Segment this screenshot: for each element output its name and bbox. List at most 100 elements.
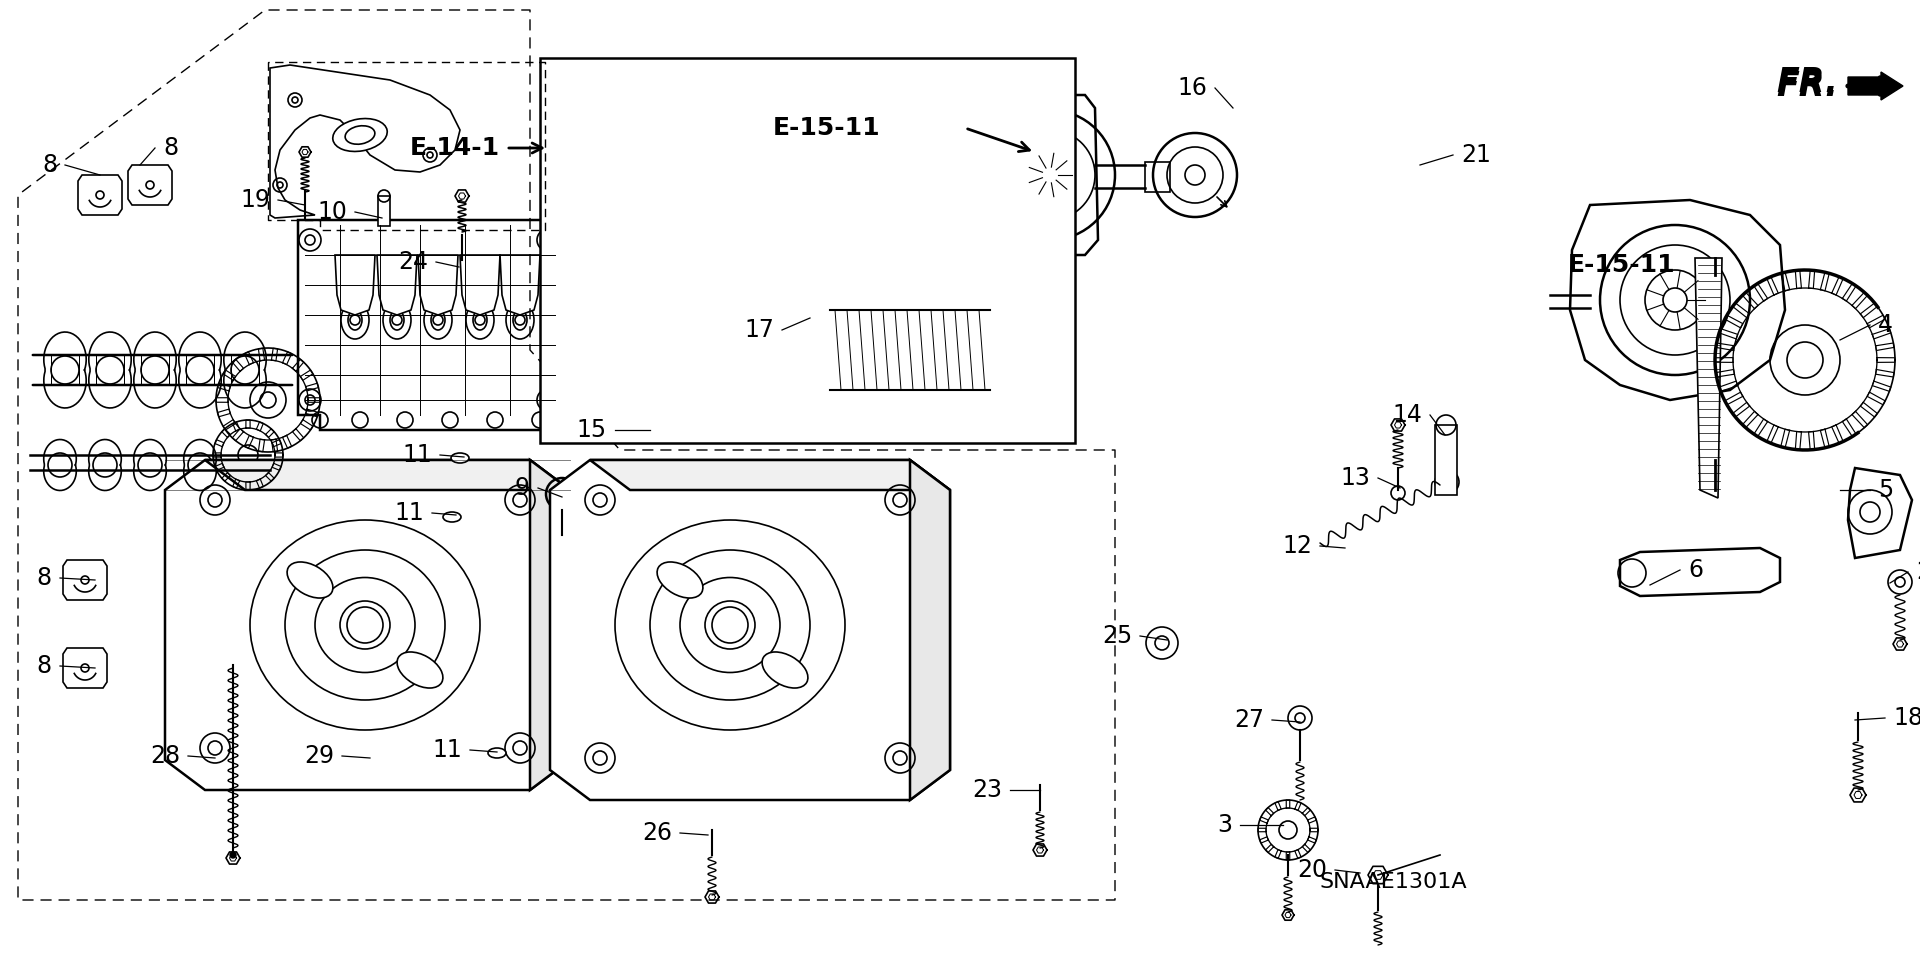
Ellipse shape <box>472 310 488 330</box>
Text: 11: 11 <box>403 443 432 467</box>
Ellipse shape <box>342 301 369 339</box>
Text: 22: 22 <box>1916 560 1920 584</box>
Text: SNAAE1301A: SNAAE1301A <box>1319 872 1467 892</box>
Ellipse shape <box>382 301 411 339</box>
Ellipse shape <box>507 301 534 339</box>
Ellipse shape <box>397 652 444 688</box>
Polygon shape <box>549 460 950 800</box>
Ellipse shape <box>513 310 526 330</box>
Polygon shape <box>63 648 108 688</box>
Text: 8: 8 <box>42 153 58 177</box>
Bar <box>578 278 712 418</box>
Text: FR.: FR. <box>1776 66 1837 100</box>
Text: E-15-11: E-15-11 <box>1569 253 1676 277</box>
Polygon shape <box>165 460 570 790</box>
Text: 13: 13 <box>1340 466 1371 490</box>
Bar <box>378 196 390 226</box>
Text: 8: 8 <box>36 566 52 590</box>
Ellipse shape <box>705 601 755 649</box>
Text: 27: 27 <box>1235 708 1263 732</box>
Polygon shape <box>1847 468 1912 558</box>
Ellipse shape <box>340 601 390 649</box>
Text: 12: 12 <box>1283 534 1311 558</box>
Ellipse shape <box>620 323 670 373</box>
Text: E-15-11: E-15-11 <box>772 116 879 140</box>
Polygon shape <box>205 460 570 490</box>
Polygon shape <box>499 255 540 315</box>
Ellipse shape <box>488 748 507 758</box>
Ellipse shape <box>288 562 332 598</box>
Ellipse shape <box>332 119 388 152</box>
Text: 19: 19 <box>240 188 271 212</box>
Text: 17: 17 <box>745 318 774 342</box>
Ellipse shape <box>578 307 712 329</box>
Ellipse shape <box>651 550 810 700</box>
Ellipse shape <box>578 379 712 401</box>
Text: 20: 20 <box>1298 858 1327 882</box>
Ellipse shape <box>250 520 480 730</box>
Polygon shape <box>419 255 459 315</box>
Ellipse shape <box>680 577 780 672</box>
Ellipse shape <box>346 126 374 144</box>
Polygon shape <box>298 220 561 430</box>
Text: 25: 25 <box>1102 624 1133 648</box>
Ellipse shape <box>348 310 363 330</box>
Polygon shape <box>1571 200 1786 400</box>
Text: 10: 10 <box>317 200 348 224</box>
Text: 24: 24 <box>397 250 428 274</box>
Text: 11: 11 <box>394 501 424 525</box>
Polygon shape <box>334 255 374 315</box>
Text: FR.: FR. <box>1776 69 1837 103</box>
Polygon shape <box>996 95 1098 255</box>
Polygon shape <box>1695 258 1722 498</box>
Text: 16: 16 <box>1177 76 1208 100</box>
Polygon shape <box>910 460 950 800</box>
Polygon shape <box>1620 548 1780 596</box>
Text: 6: 6 <box>1688 558 1703 582</box>
Ellipse shape <box>578 401 712 435</box>
Text: 26: 26 <box>641 821 672 845</box>
Text: 21: 21 <box>1461 143 1490 167</box>
Polygon shape <box>376 255 417 315</box>
Polygon shape <box>461 255 499 315</box>
Text: 18: 18 <box>1893 706 1920 730</box>
Bar <box>1144 162 1169 192</box>
Ellipse shape <box>284 550 445 700</box>
Ellipse shape <box>424 301 451 339</box>
Text: 8: 8 <box>36 654 52 678</box>
Ellipse shape <box>599 303 689 393</box>
Polygon shape <box>530 460 570 790</box>
Bar <box>985 295 1016 405</box>
FancyArrow shape <box>1847 72 1903 100</box>
Ellipse shape <box>430 310 445 330</box>
Ellipse shape <box>578 261 712 295</box>
Text: 28: 28 <box>150 744 180 768</box>
Text: 4: 4 <box>1878 313 1893 337</box>
Ellipse shape <box>578 284 712 306</box>
Ellipse shape <box>390 310 403 330</box>
Ellipse shape <box>467 301 493 339</box>
Text: 11: 11 <box>432 738 463 762</box>
Polygon shape <box>79 175 123 215</box>
Text: 9: 9 <box>515 476 530 500</box>
Text: 23: 23 <box>972 778 1002 802</box>
Text: 14: 14 <box>1392 403 1423 427</box>
Ellipse shape <box>315 577 415 672</box>
Text: 5: 5 <box>1878 478 1893 502</box>
Text: E-14-1: E-14-1 <box>409 136 499 160</box>
Bar <box>540 58 1075 443</box>
Text: 29: 29 <box>303 744 334 768</box>
Ellipse shape <box>614 520 845 730</box>
Ellipse shape <box>657 562 703 598</box>
Ellipse shape <box>762 652 808 688</box>
Text: 15: 15 <box>576 418 607 442</box>
Ellipse shape <box>444 512 461 522</box>
Text: 3: 3 <box>1217 813 1233 837</box>
Polygon shape <box>129 165 173 205</box>
Ellipse shape <box>578 354 712 376</box>
Polygon shape <box>745 295 841 405</box>
Ellipse shape <box>451 453 468 463</box>
Bar <box>1434 425 1457 495</box>
Polygon shape <box>271 65 461 218</box>
Polygon shape <box>63 560 108 600</box>
